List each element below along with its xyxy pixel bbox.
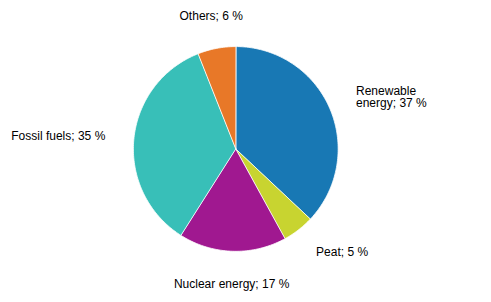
svg-text:Peat; 5 %: Peat; 5 % [316,245,368,259]
svg-text:Renewableenergy; 37 %: Renewableenergy; 37 % [356,84,427,110]
svg-text:Nuclear energy; 17 %: Nuclear energy; 17 % [174,277,290,291]
svg-text:Others; 6 %: Others; 6 % [180,9,244,23]
svg-text:Fossil fuels; 35 %: Fossil fuels; 35 % [11,129,105,143]
